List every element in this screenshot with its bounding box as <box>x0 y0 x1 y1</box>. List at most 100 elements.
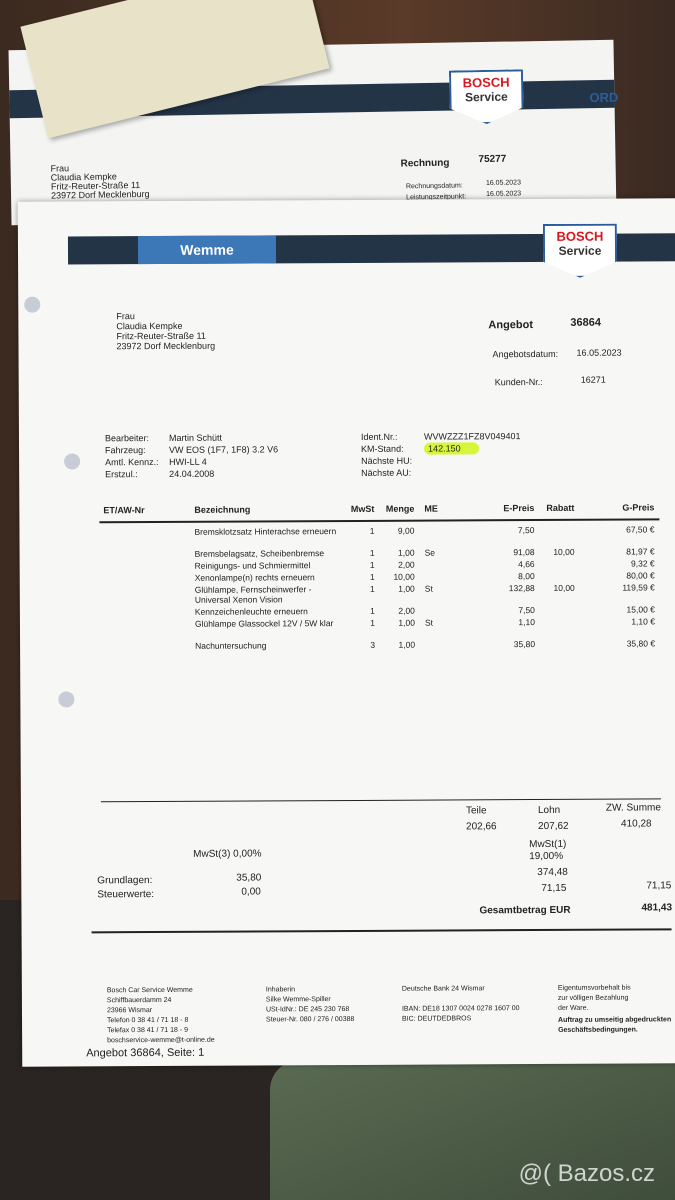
vehicle-value: VW EOS (1F7, 1F8) 3.2 V6 <box>169 444 279 455</box>
totals-value: Lohn <box>537 804 561 817</box>
table-cell: 9,32 € <box>630 558 655 569</box>
branch-name: Wemme <box>137 235 277 265</box>
vehicle-value: Martin Schütt <box>168 432 223 443</box>
table-header-rule <box>99 518 660 524</box>
footer-line: USt-IdNr.: DE 245 230 768 <box>265 1006 350 1014</box>
table-cell: 132,88 <box>508 583 535 594</box>
table-cell: 1 <box>369 571 375 582</box>
totals-value: 35,80 <box>236 872 262 884</box>
bosch-logo: BOSCH Service <box>543 224 617 278</box>
total-amount: 481,43 <box>641 902 673 914</box>
table-cell: Reinigungs- und Schmiermittel <box>194 560 311 571</box>
column-header: MwSt <box>350 503 375 514</box>
table-cell: 1,00 <box>398 547 415 558</box>
recipient-line: Fritz-Reuter-Straße 11 <box>116 330 206 342</box>
table-cell: Glühlampe, Fernscheinwerfer - Universal … <box>194 584 312 605</box>
vehicle-label: Ident.Nr.: <box>360 431 398 442</box>
column-header: ME <box>424 503 438 514</box>
table-cell: 8,00 <box>518 571 535 582</box>
totals-value: MwSt(1) <box>529 838 567 851</box>
recipient-line: 23972 Dorf Mecklenburg <box>50 188 150 201</box>
footer-line: Schiffbauerdamm 24 <box>106 996 172 1005</box>
punch-hole <box>58 691 75 708</box>
table-cell: 2,00 <box>398 559 415 570</box>
table-cell: 1,00 <box>398 639 416 650</box>
table-cell: 1 <box>369 547 375 558</box>
table-cell: Bremsbelagsatz, Scheibenbremse <box>194 548 325 559</box>
vehicle-label: Nächste AU: <box>361 467 412 478</box>
customer-number: 16271 <box>580 374 606 385</box>
recipient-line: 23972 Dorf Mecklenburg <box>116 340 216 352</box>
table-cell: 10,00 <box>553 582 575 593</box>
table-cell: 1 <box>369 525 375 536</box>
offer-title: Angebot <box>488 319 534 332</box>
table-cell: Nachuntersuchung <box>195 640 267 651</box>
footer-line: IBAN: DE18 1307 0024 0278 1607 00 <box>401 1005 520 1013</box>
offer-date: 16.05.2023 <box>576 347 622 358</box>
table-cell: 35,80 <box>513 639 536 650</box>
page-number: Angebot 36864, Seite: 1 <box>86 1046 205 1060</box>
watermark: @( Bazos.cz <box>518 1160 655 1187</box>
column-header: ET/AW-Nr <box>103 505 145 516</box>
table-cell: 35,80 € <box>626 638 656 649</box>
footer-line: Eigentumsvorbehalt bis <box>557 984 631 992</box>
table-cell: 1 <box>370 605 375 616</box>
fabric <box>270 1060 675 1200</box>
offer-document: Wemme BOSCH Service Frau Claudia Kempke F… <box>17 198 675 1067</box>
table-cell: 7,50 <box>517 525 535 536</box>
table-cell: 1,00 <box>398 583 415 594</box>
footer-line: boschservice-wemme@t-online.de <box>107 1036 215 1045</box>
bosch-logo: BOSCH Service <box>449 69 524 124</box>
vehicle-label: Fahrzeug: <box>105 445 146 456</box>
table-cell: St <box>424 583 433 594</box>
footer-line: 23966 Wismar <box>106 1007 153 1015</box>
table-cell: Se <box>424 547 436 558</box>
table-cell: 1 <box>370 617 375 628</box>
km-highlight: 142.150 <box>424 442 479 455</box>
table-cell: 80,00 € <box>626 570 655 581</box>
invoice-title: Rechnung <box>400 157 450 170</box>
table-cell: 81,97 € <box>626 546 655 557</box>
table-cell: 10,00 <box>393 571 415 582</box>
vehicle-label: Erstzul.: <box>105 469 138 480</box>
table-cell: Xenonlampe(n) rechts erneuern <box>194 572 315 583</box>
column-header: E-Preis <box>503 503 535 514</box>
column-header: Menge <box>385 503 415 514</box>
vehicle-value: 142.150 <box>424 442 479 455</box>
table-cell: 15,00 € <box>626 604 655 615</box>
table-cell: Glühlampe Glassockel 12V / 5W klar <box>194 618 334 629</box>
footer-line: Steuer-Nr. 080 / 276 / 00388 <box>266 1015 355 1024</box>
table-cell: St <box>424 617 434 628</box>
table-cell: 9,00 <box>397 525 415 536</box>
value: 16.05.2023 <box>485 179 522 187</box>
totals-value: 374,48 <box>537 866 568 879</box>
totals-value: 19,00% <box>529 850 564 863</box>
footer-line: Inhaberin <box>265 986 296 994</box>
table-cell: Kennzeichenleuchte erneuern <box>194 606 308 617</box>
totals-value: Teile <box>465 805 487 817</box>
invoice-number: 75277 <box>478 153 507 166</box>
totals-bottom-rule <box>91 928 672 934</box>
footer-line: Auftrag zu umseitig abgedruckten <box>558 1016 672 1024</box>
punch-hole <box>64 453 81 470</box>
table-cell: 119,59 € <box>622 582 655 593</box>
table-cell: 3 <box>370 639 376 650</box>
footer-line: Telefon 0 38 41 / 71 18 - 8 <box>107 1016 189 1025</box>
footer-line: Deutsche Bank 24 Wismar <box>401 985 485 993</box>
vehicle-value: HWI-LL 4 <box>169 456 207 467</box>
totals-value: ZW. Summe <box>605 802 661 814</box>
side-logo: ORD <box>589 89 619 106</box>
offer-date-label: Angebotsdatum: <box>492 348 559 360</box>
total-label: Gesamtbetrag EUR <box>479 904 571 917</box>
totals-rule <box>100 798 661 803</box>
table-cell: 91,08 <box>513 547 535 558</box>
footer-line: Telefax 0 38 41 / 71 18 - 9 <box>107 1026 189 1035</box>
footer-line: Bosch Car Service Wemme <box>106 986 193 995</box>
totals-value: 71,15 <box>646 880 672 892</box>
footer-line: BIC: DEUTDEDBROS <box>402 1015 472 1023</box>
table-cell: 1,10 € <box>631 616 655 627</box>
punch-hole <box>24 296 41 313</box>
totals-value: 71,15 <box>541 882 567 895</box>
customer-label: Kunden-Nr.: <box>494 376 543 388</box>
column-header: Bezeichnung <box>194 504 251 515</box>
